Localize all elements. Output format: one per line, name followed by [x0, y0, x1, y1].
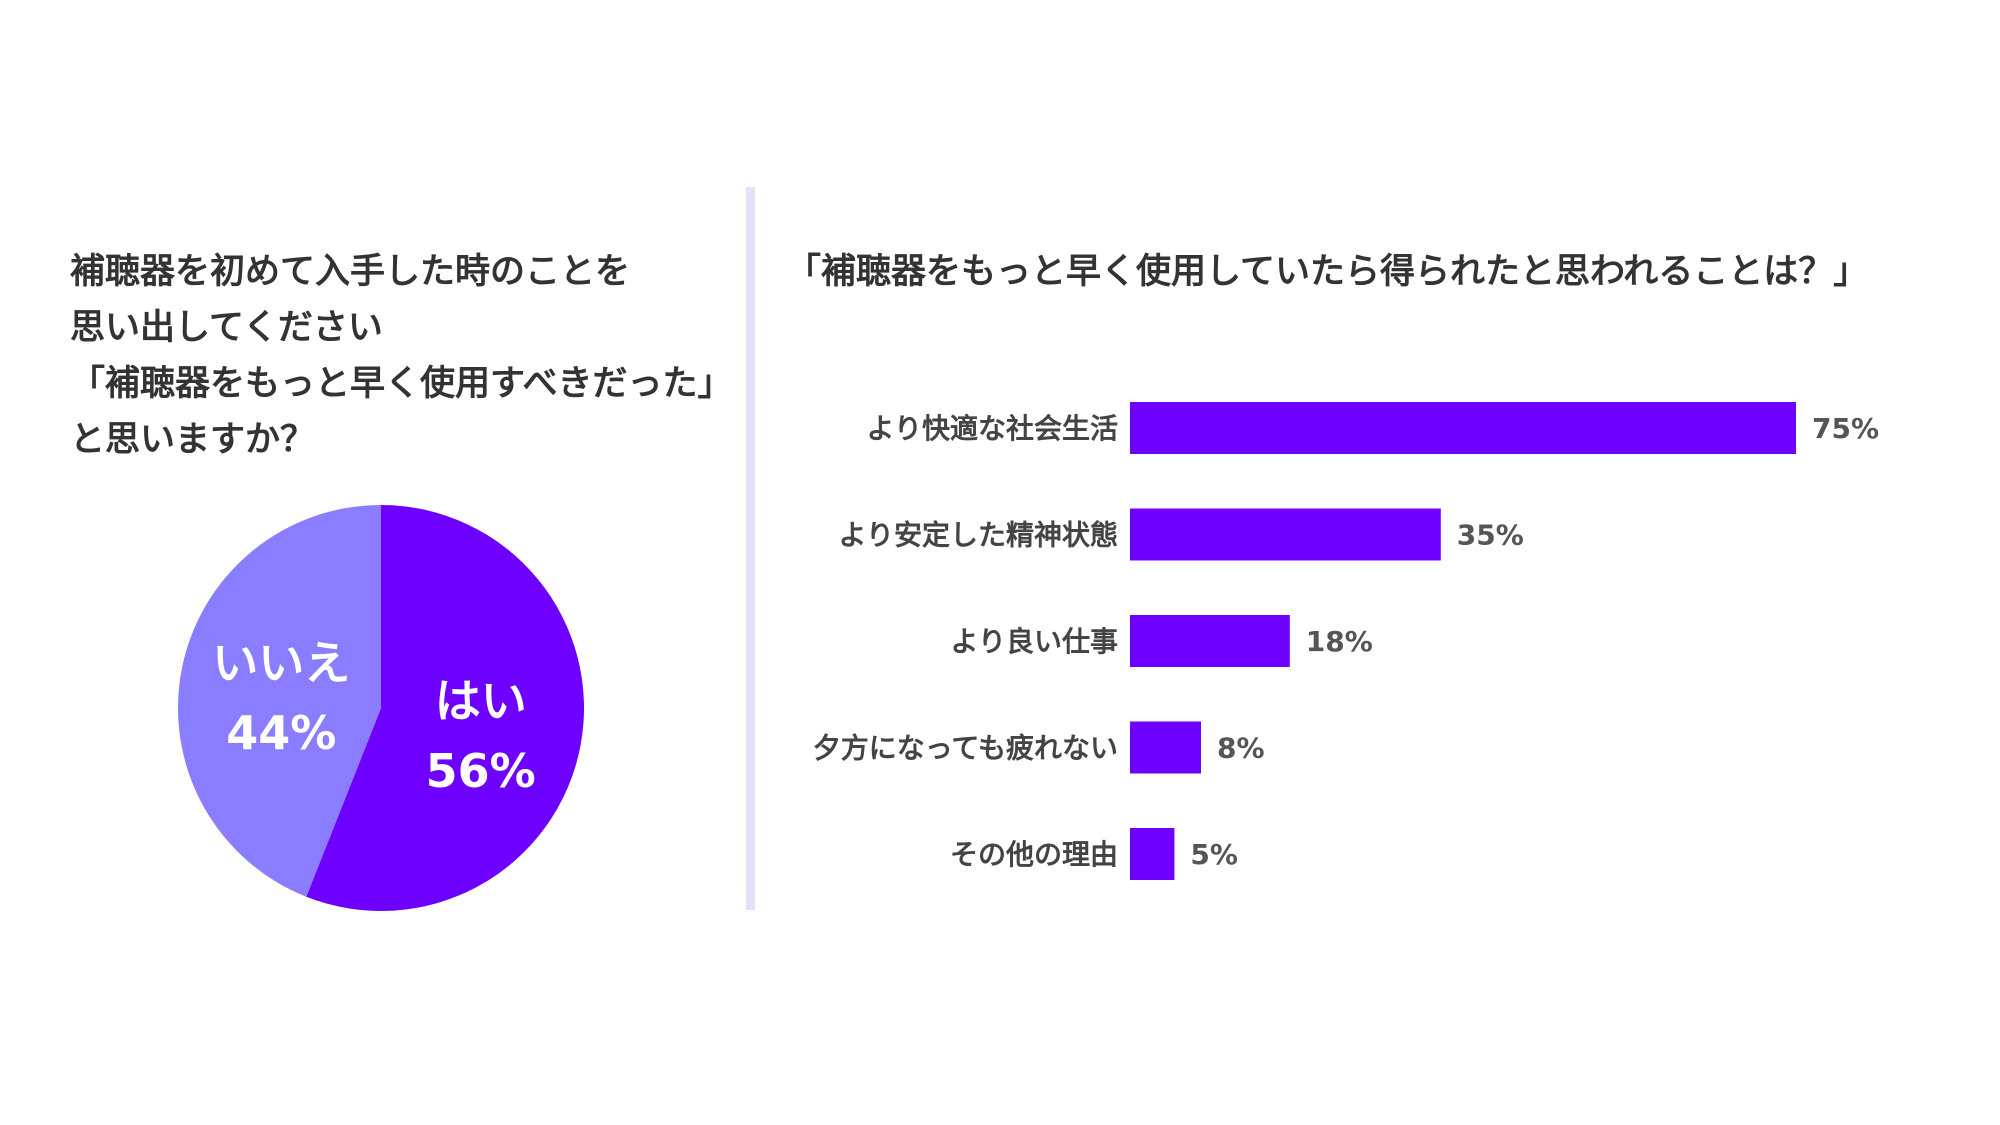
bar [1130, 615, 1290, 667]
bar-category-label: より良い仕事 [951, 625, 1118, 658]
pie-slice-value: 44% [226, 706, 336, 760]
bar-category-label: より安定した精神状態 [839, 519, 1118, 552]
pie-slice [178, 505, 381, 897]
pie-title-line: と思いますか？ [70, 420, 316, 460]
bar-value-label: 18% [1306, 625, 1373, 658]
bar [1130, 828, 1175, 880]
pie-title-line: 「補聴器をもっと早く使用すべきだった」 [70, 364, 733, 404]
bar-category-label: 夕方になっても疲れない [813, 732, 1118, 765]
section-divider [746, 187, 755, 910]
bar-value-label: 5% [1190, 838, 1238, 871]
pie-chart: はい 56% いいえ 44% [178, 505, 585, 911]
pie-slice [306, 505, 585, 911]
bar [1130, 721, 1201, 774]
bar-chart-title: 「補聴器をもっと早く使用していたら得られたと思われることは？」 [786, 252, 1869, 292]
pie-title-line: 思い出してください [70, 308, 383, 348]
bar [1130, 508, 1441, 561]
bar-category-label: より快適な社会生活 [867, 412, 1118, 445]
pie-slice-value: 56% [426, 744, 536, 798]
pie-slice-label: はい [435, 674, 527, 728]
bar [1130, 402, 1796, 454]
bar-value-label: 75% [1812, 412, 1879, 445]
bar-category-label: その他の理由 [950, 838, 1118, 871]
bar-value-label: 8% [1217, 732, 1265, 765]
pie-title-line: 補聴器を初めて入手した時のことを [70, 252, 631, 292]
pie-slice-label: いいえ [212, 636, 350, 690]
pie-chart-title: 補聴器を初めて入手した時のことを 思い出してください 「補聴器をもっと早く使用す… [70, 244, 733, 468]
bar-value-label: 35% [1457, 519, 1524, 552]
